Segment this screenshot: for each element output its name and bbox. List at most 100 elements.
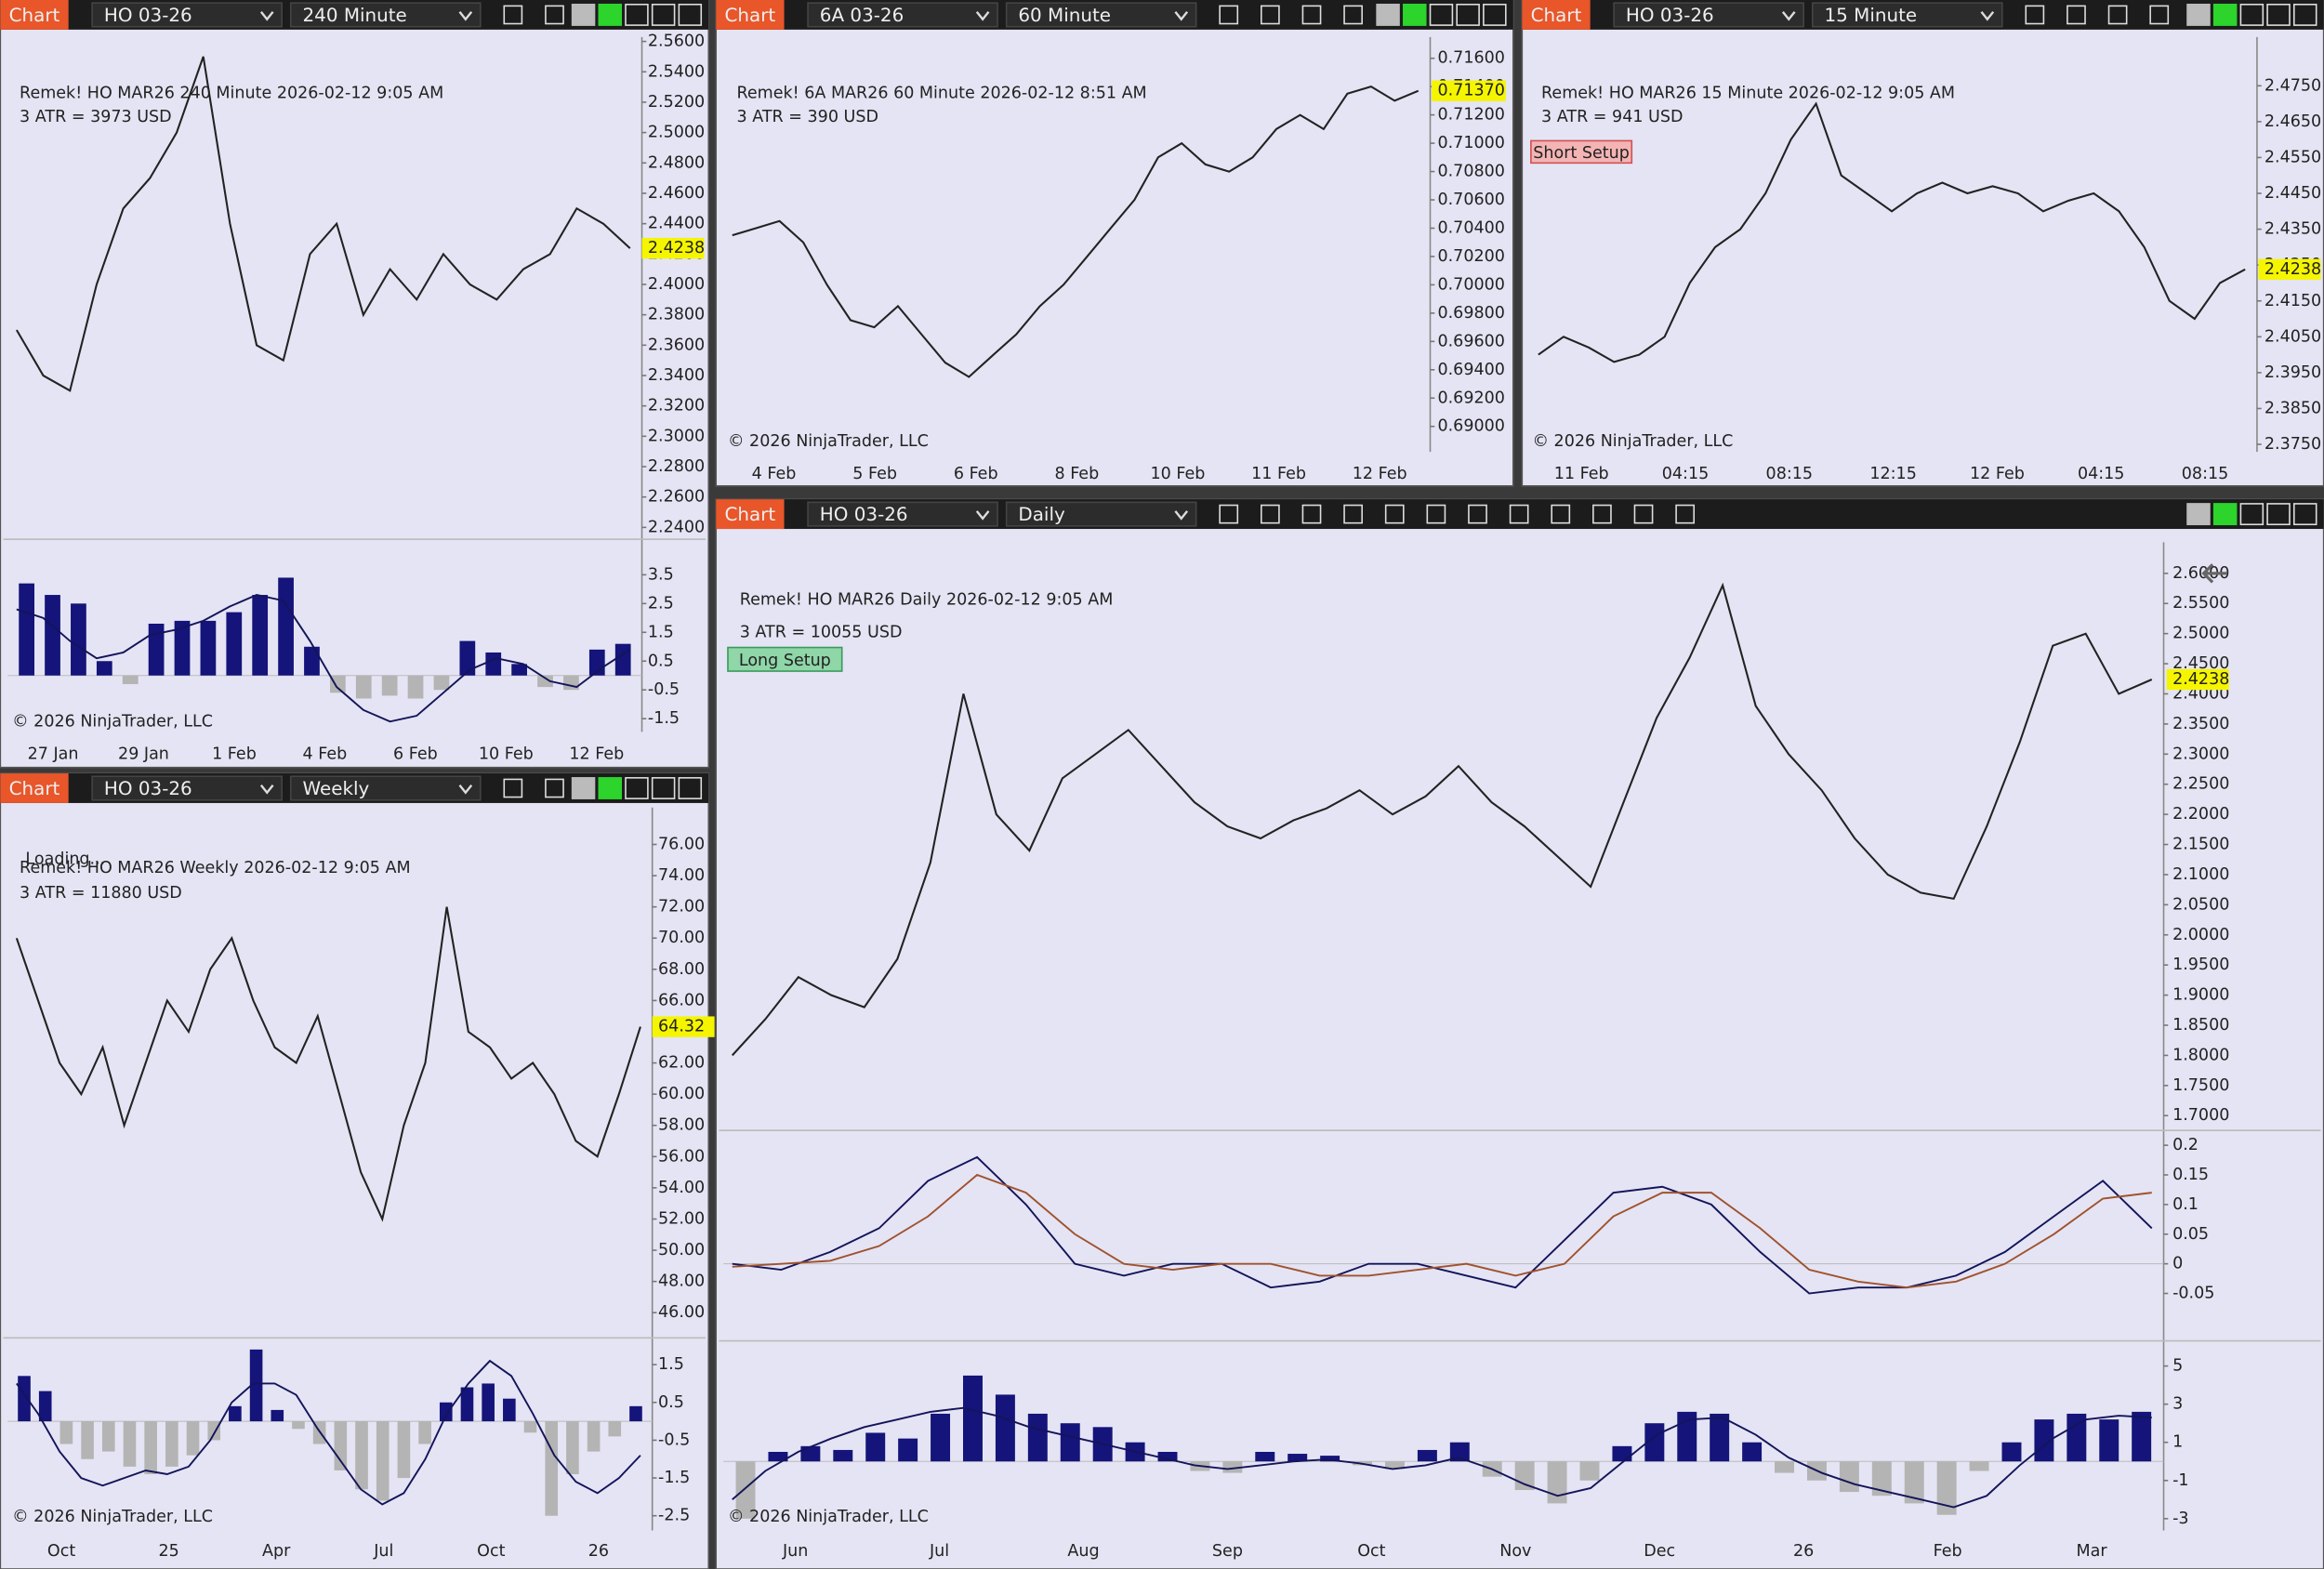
chart-tab-label[interactable]: Chart: [9, 778, 60, 799]
toolbar-icon[interactable]: [503, 778, 523, 798]
toolbar-icon[interactable]: [2025, 5, 2045, 25]
window-button[interactable]: [2292, 3, 2317, 26]
interval-label[interactable]: Weekly: [303, 778, 370, 799]
window-button[interactable]: [2266, 503, 2291, 526]
dropdown-arrow[interactable]: [1781, 11, 1796, 21]
window-button[interactable]: [571, 3, 596, 26]
instrument-dropdown[interactable]: [807, 2, 998, 28]
window-button[interactable]: [678, 777, 703, 799]
instrument-label[interactable]: HO 03-26: [104, 5, 192, 26]
y-tick-label: -1.5: [648, 709, 680, 728]
toolbar-icon[interactable]: [503, 5, 523, 25]
y-tick-label: 2.3950: [2265, 363, 2321, 382]
toolbar-icon[interactable]: [2107, 5, 2128, 25]
window-button[interactable]: [1403, 3, 1427, 26]
interval-label[interactable]: 240 Minute: [303, 5, 407, 26]
interval-dropdown[interactable]: [1811, 2, 2003, 28]
interval-dropdown[interactable]: [289, 2, 482, 28]
toolbar-icon[interactable]: [545, 778, 564, 798]
window-button[interactable]: [2212, 3, 2238, 26]
toolbar-icon[interactable]: [2067, 5, 2086, 25]
dropdown-arrow[interactable]: [259, 11, 274, 21]
histogram-bar: [165, 1421, 178, 1467]
interval-label[interactable]: 60 Minute: [1018, 5, 1111, 26]
y-tick-label: 2.1000: [2172, 865, 2229, 884]
toolbar-icon[interactable]: [1260, 504, 1280, 524]
chart-tab-label[interactable]: Chart: [725, 504, 776, 525]
toolbar-icon[interactable]: [1301, 504, 1322, 524]
dropdown-arrow[interactable]: [1980, 11, 1995, 21]
window-button[interactable]: [2212, 503, 2238, 526]
instrument-label[interactable]: HO 03-26: [104, 778, 192, 799]
toolbar-icon[interactable]: [1468, 504, 1487, 524]
interval-dropdown[interactable]: [1005, 501, 1197, 527]
window-button[interactable]: [651, 3, 676, 26]
dropdown-arrow[interactable]: [1174, 11, 1189, 21]
indicator-line: [732, 1173, 2152, 1289]
back-arrow[interactable]: [2201, 563, 2228, 584]
chart-tab[interactable]: [716, 0, 785, 30]
dropdown-arrow[interactable]: [259, 784, 274, 795]
instrument-dropdown[interactable]: [1613, 2, 1804, 28]
window-button[interactable]: [678, 3, 703, 26]
chart-tab[interactable]: [0, 773, 69, 803]
window-button[interactable]: [1376, 3, 1400, 26]
window-button[interactable]: [2266, 3, 2291, 26]
chart-tab[interactable]: [0, 0, 69, 30]
toolbar-icon[interactable]: [1384, 504, 1405, 524]
toolbar-icon[interactable]: [1219, 5, 1239, 25]
toolbar-icon[interactable]: [545, 5, 564, 25]
toolbar-icon[interactable]: [1343, 504, 1363, 524]
window-button[interactable]: [625, 3, 649, 26]
toolbar-icon[interactable]: [1301, 5, 1322, 25]
window-button[interactable]: [571, 777, 596, 799]
toolbar-icon[interactable]: [1343, 5, 1363, 25]
instrument-dropdown[interactable]: [807, 501, 998, 527]
dropdown-arrow[interactable]: [458, 11, 473, 21]
window-button[interactable]: [2186, 3, 2211, 26]
toolbar-icon[interactable]: [1509, 504, 1529, 524]
instrument-label[interactable]: HO 03-26: [1626, 5, 1714, 26]
histogram-bar: [963, 1375, 983, 1462]
toolbar-icon[interactable]: [1592, 504, 1612, 524]
instrument-label[interactable]: HO 03-26: [820, 504, 908, 525]
window-button[interactable]: [598, 3, 623, 26]
window-button[interactable]: [1483, 3, 1507, 26]
window-button[interactable]: [2186, 503, 2211, 526]
interval-label[interactable]: Daily: [1018, 504, 1065, 525]
chart-tab-label[interactable]: Chart: [725, 5, 776, 26]
chart-tab-label[interactable]: Chart: [9, 5, 60, 26]
toolbar-icon[interactable]: [1219, 504, 1239, 524]
histogram-bar: [2067, 1413, 2087, 1462]
dropdown-arrow[interactable]: [458, 784, 473, 795]
dropdown-arrow[interactable]: [975, 11, 990, 21]
window-button[interactable]: [2239, 3, 2265, 26]
window-button[interactable]: [625, 777, 649, 799]
interval-dropdown[interactable]: [289, 775, 482, 801]
y-tick-label: 1.8000: [2172, 1046, 2229, 1064]
instrument-dropdown[interactable]: [91, 775, 283, 801]
window-button[interactable]: [2239, 503, 2265, 526]
histogram-bar: [608, 1421, 622, 1437]
interval-dropdown[interactable]: [1005, 2, 1197, 28]
window-button[interactable]: [651, 777, 676, 799]
toolbar-icon[interactable]: [1633, 504, 1654, 524]
window-button[interactable]: [1456, 3, 1480, 26]
instrument-label[interactable]: 6A 03-26: [820, 5, 904, 26]
interval-label[interactable]: 15 Minute: [1824, 5, 1917, 26]
toolbar-icon[interactable]: [1551, 504, 1571, 524]
chart-tab-label[interactable]: Chart: [1531, 5, 1582, 26]
toolbar-icon[interactable]: [2149, 5, 2170, 25]
toolbar-icon[interactable]: [1426, 504, 1446, 524]
chart-tab[interactable]: [1522, 0, 1591, 30]
toolbar-icon[interactable]: [1675, 504, 1696, 524]
window-button[interactable]: [1429, 3, 1454, 26]
instrument-dropdown[interactable]: [91, 2, 283, 28]
dropdown-arrow[interactable]: [1174, 510, 1189, 521]
window-button[interactable]: [598, 777, 623, 799]
toolbar-icon[interactable]: [1260, 5, 1280, 25]
chart-tab[interactable]: [716, 499, 785, 530]
dropdown-arrow[interactable]: [975, 510, 990, 521]
histogram-bar: [1060, 1423, 1080, 1462]
window-button[interactable]: [2292, 503, 2317, 526]
